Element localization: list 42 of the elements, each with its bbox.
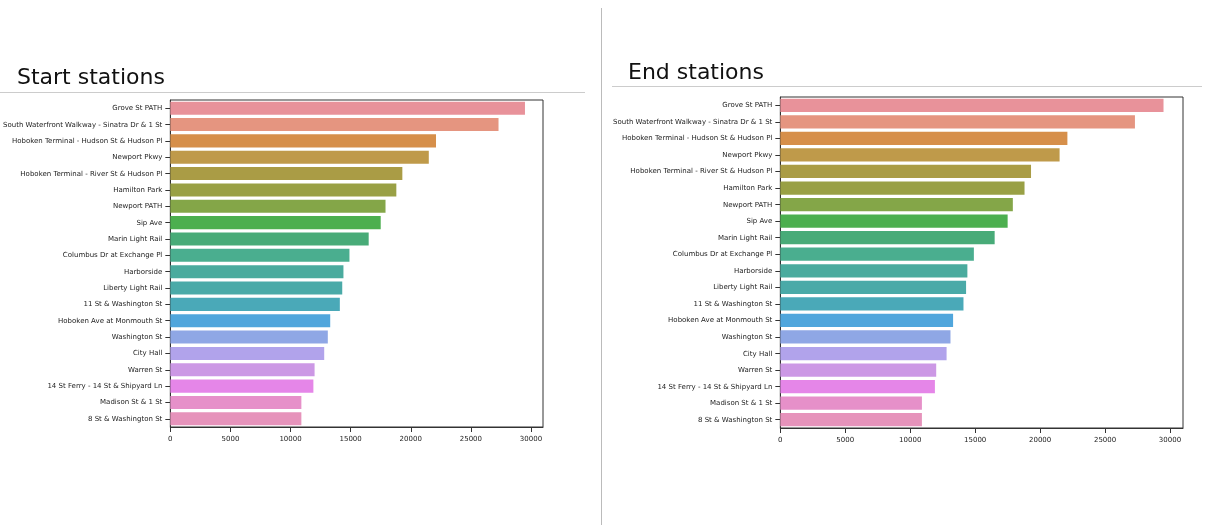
bar — [780, 313, 954, 328]
bar — [170, 330, 328, 344]
bar — [170, 150, 429, 164]
bar — [780, 164, 1032, 179]
bar — [170, 363, 315, 377]
bar — [780, 380, 935, 394]
bar — [170, 232, 369, 246]
bar — [170, 117, 499, 132]
bar — [780, 131, 1068, 145]
bar — [170, 248, 350, 262]
bar — [170, 183, 397, 197]
bar — [780, 181, 1025, 195]
bar — [780, 247, 974, 261]
bar — [780, 214, 1008, 228]
chart-title: Start stations — [17, 63, 165, 89]
bar — [170, 101, 525, 115]
bar — [780, 346, 947, 361]
bar — [170, 216, 381, 230]
bar — [170, 265, 344, 279]
bar — [170, 379, 314, 393]
bar — [170, 167, 403, 181]
bar — [170, 199, 386, 213]
bar — [780, 330, 951, 344]
bar — [170, 346, 325, 360]
bar — [780, 396, 922, 410]
bar — [780, 264, 968, 278]
bar — [780, 297, 964, 311]
bar — [780, 98, 1164, 112]
bar — [780, 197, 1013, 212]
bar — [780, 413, 922, 427]
bar — [170, 297, 340, 311]
bar — [170, 134, 437, 148]
bar — [780, 280, 967, 294]
bar — [170, 281, 343, 295]
bar — [170, 412, 302, 426]
bar — [780, 363, 937, 377]
bar — [780, 115, 1135, 129]
bar — [780, 148, 1060, 162]
chart-title: End stations — [628, 58, 764, 84]
bar — [170, 314, 331, 328]
bar — [170, 395, 302, 410]
bar — [780, 231, 995, 245]
